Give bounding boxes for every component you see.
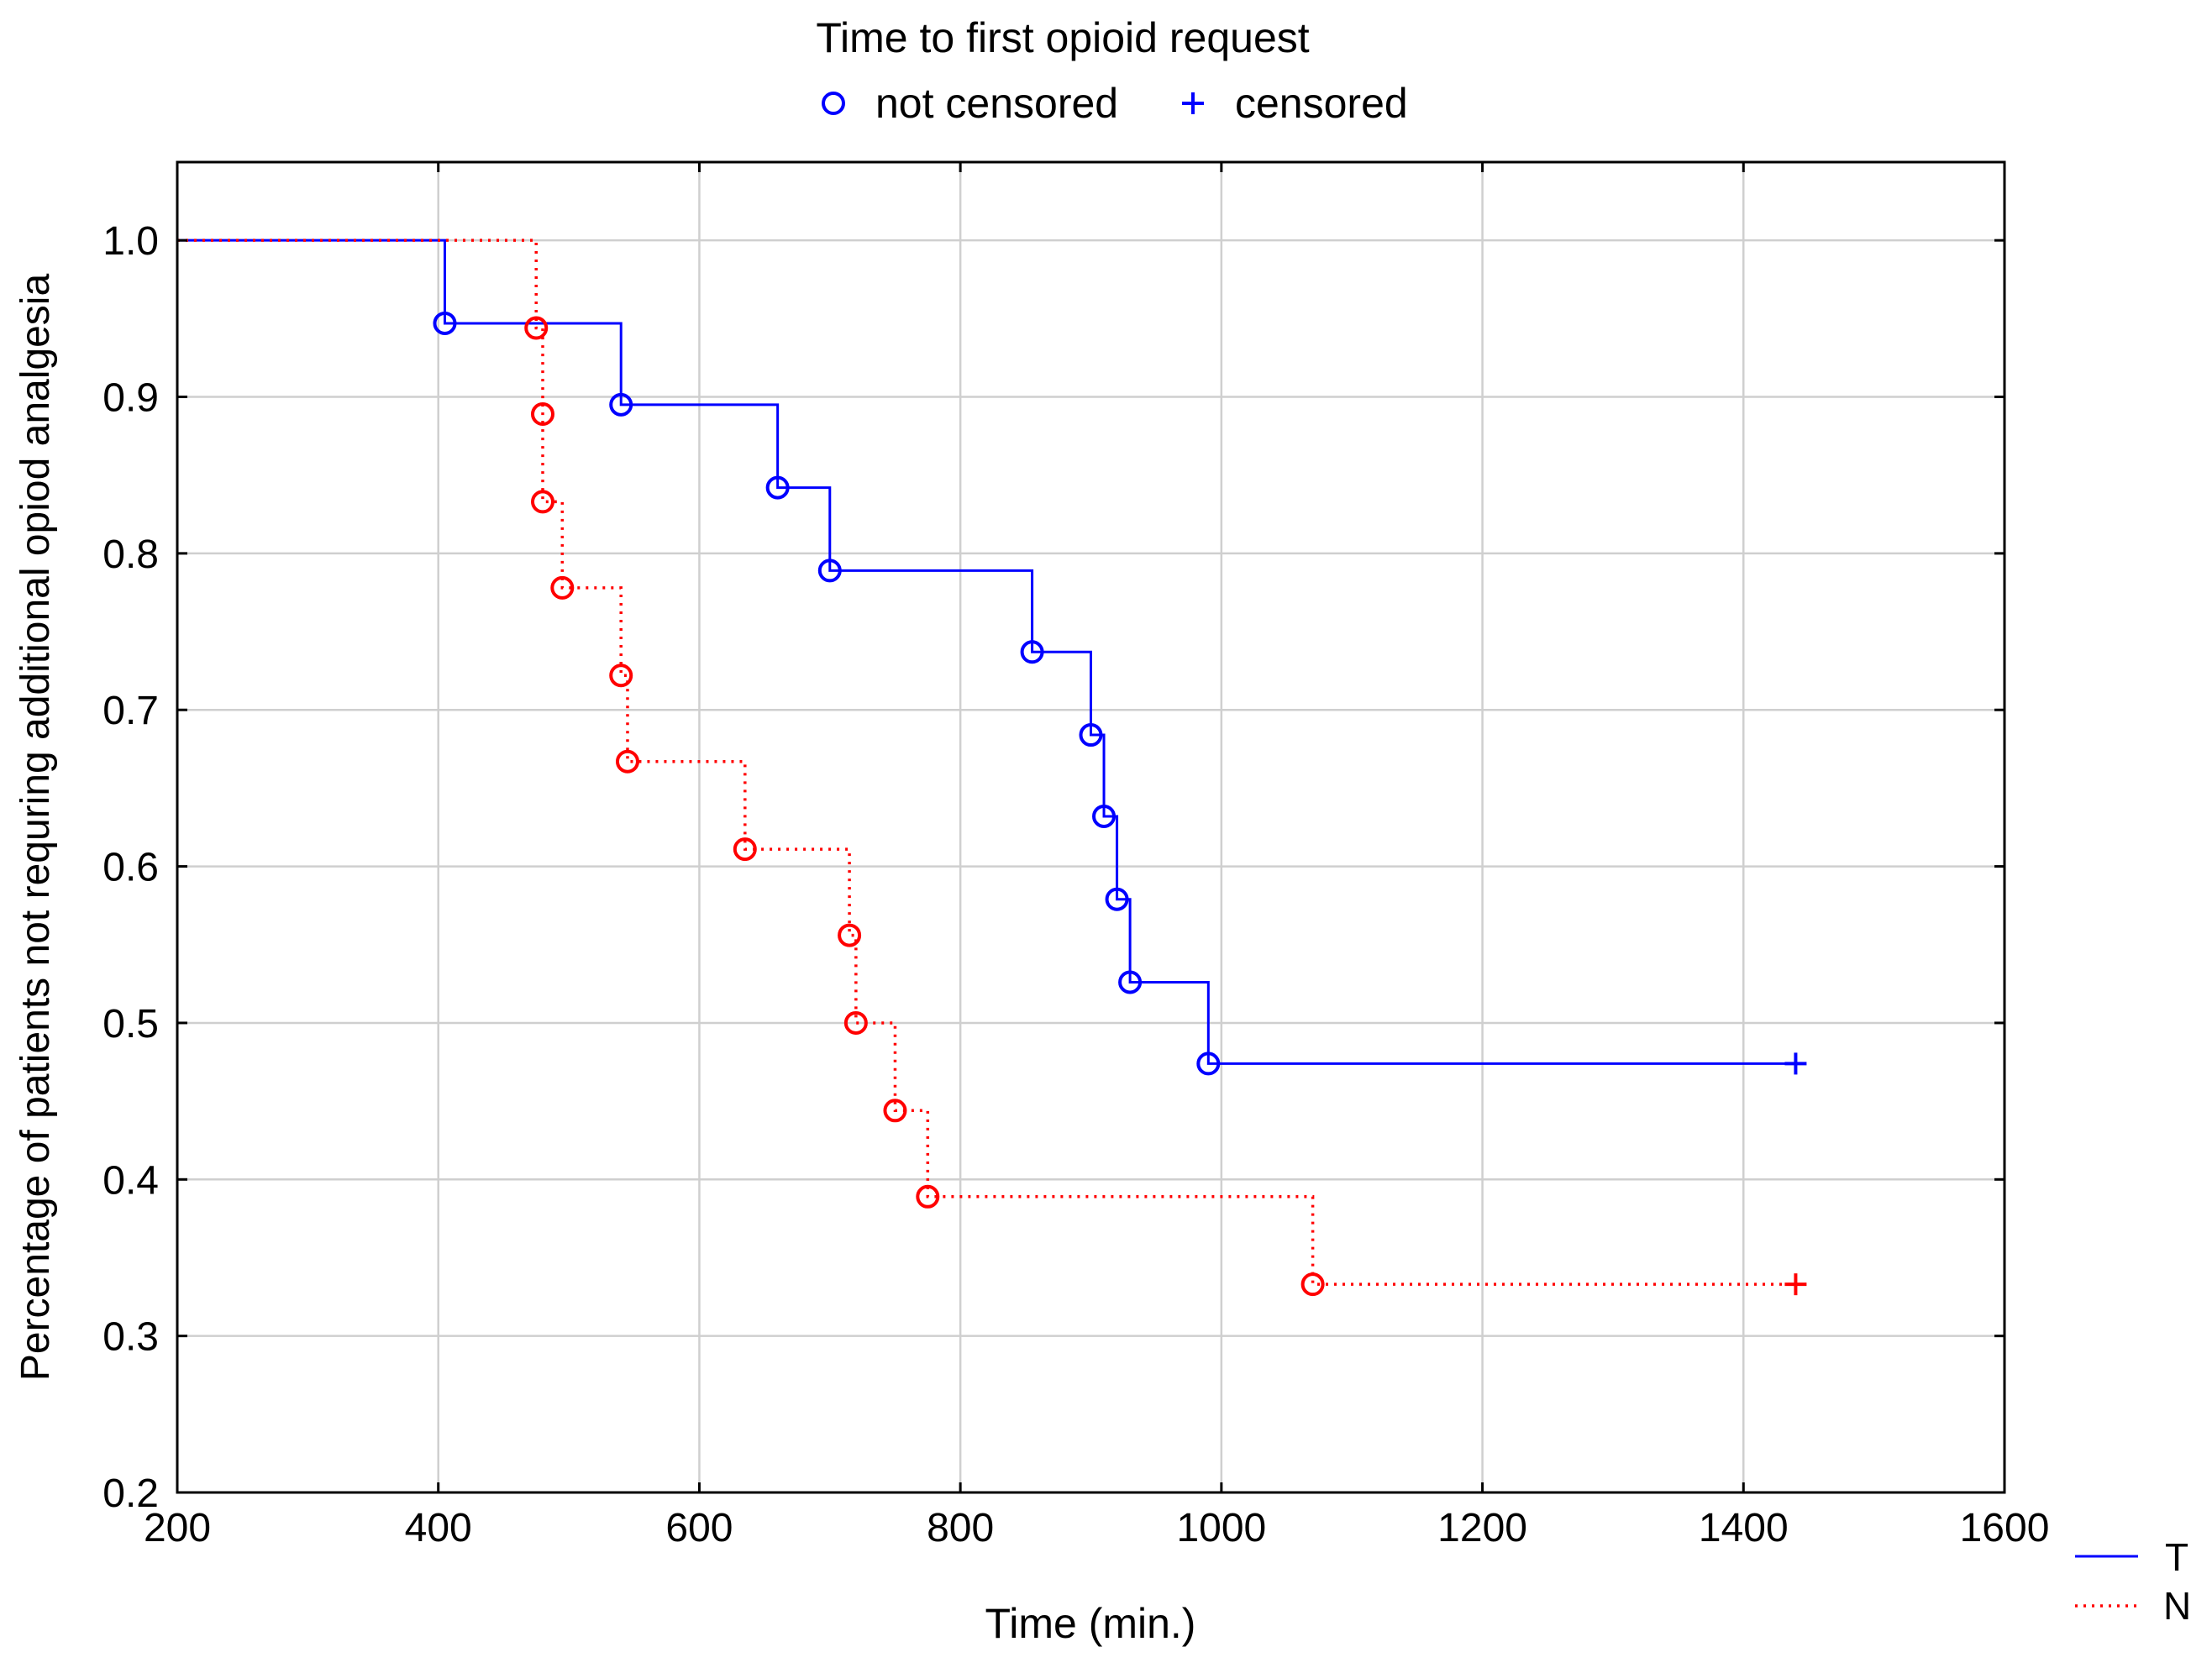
- x-tick-label: 800: [927, 1506, 994, 1550]
- y-tick-label: 0.3: [102, 1315, 159, 1360]
- series-t-event-marker: [1118, 970, 1143, 994]
- legend-not-censored-label: not censored: [875, 80, 1118, 127]
- legend-circle-marker: [822, 92, 845, 115]
- series-n-event-marker: [531, 402, 554, 427]
- series-n-event-marker: [615, 749, 639, 774]
- legend-label-n: N: [2163, 1584, 2191, 1628]
- y-tick-label: 0.9: [102, 376, 159, 421]
- series-t-event-marker: [1105, 887, 1129, 911]
- series-n-event-marker: [1300, 1272, 1325, 1297]
- y-tick-label: 0.5: [102, 1002, 159, 1046]
- x-tick-label: 1000: [1176, 1506, 1266, 1550]
- series-t-event-marker: [609, 392, 633, 417]
- series-n-event-marker: [883, 1099, 907, 1123]
- series-t-event-marker: [817, 559, 842, 583]
- y-tick-label: 0.4: [102, 1158, 159, 1203]
- marker-legend: not censored censored: [822, 80, 1408, 127]
- series-layer: [177, 239, 1807, 1297]
- series-n-event-marker: [843, 1010, 868, 1035]
- series-n-line: [177, 239, 1796, 1286]
- series-t-event-marker: [433, 311, 457, 335]
- series-n-event-marker: [531, 490, 554, 514]
- y-axis-label: Percentage of patients not requring addi…: [13, 274, 58, 1382]
- y-tick-label: 0.8: [102, 532, 159, 577]
- legend-censored-label: censored: [1235, 80, 1408, 127]
- x-tick-label: 1200: [1437, 1506, 1527, 1550]
- legend-label-t: T: [2165, 1535, 2188, 1579]
- x-tick-label: 600: [665, 1506, 733, 1550]
- chart-title: Time to first opioid request: [816, 14, 1309, 61]
- grid-lines: [177, 162, 2004, 1492]
- x-tick-label: 1600: [1960, 1506, 2050, 1550]
- y-tick-label: 1.0: [102, 219, 159, 264]
- series-n-event-marker: [550, 575, 575, 600]
- x-tick-label: 1400: [1699, 1506, 1789, 1550]
- series-t-line: [177, 239, 1796, 1065]
- series-t-censored-marker: [1784, 1052, 1807, 1075]
- axis-ticks: 200 400 600 800 1000 1200 1400 1600 0.2 0.3 0.4 0.5…: [102, 162, 2049, 1550]
- series-n-event-marker: [733, 837, 757, 862]
- series-n-event-marker: [524, 316, 549, 340]
- plot-frame: [176, 160, 2006, 1494]
- y-tick-label: 0.6: [102, 846, 159, 890]
- x-tick-label: 400: [405, 1506, 472, 1550]
- legend-plus-marker: [1182, 92, 1204, 114]
- x-tick-label: 200: [144, 1506, 211, 1550]
- series-legend: T N: [2075, 1535, 2191, 1628]
- series-t-event-marker: [1079, 723, 1103, 747]
- series-n-event-marker: [609, 664, 633, 688]
- series-n-censored-marker: [1784, 1273, 1807, 1296]
- series-n-event-marker: [916, 1184, 940, 1209]
- series-t-event-marker: [1020, 640, 1044, 664]
- series-n-event-marker: [838, 923, 862, 947]
- series-t-event-marker: [1092, 804, 1117, 828]
- series-t-event-marker: [765, 475, 790, 500]
- y-tick-label: 0.7: [102, 689, 159, 733]
- x-axis-label: Time (min.): [985, 1600, 1196, 1647]
- series-t-event-marker: [1196, 1052, 1221, 1076]
- y-tick-label: 0.2: [102, 1471, 159, 1516]
